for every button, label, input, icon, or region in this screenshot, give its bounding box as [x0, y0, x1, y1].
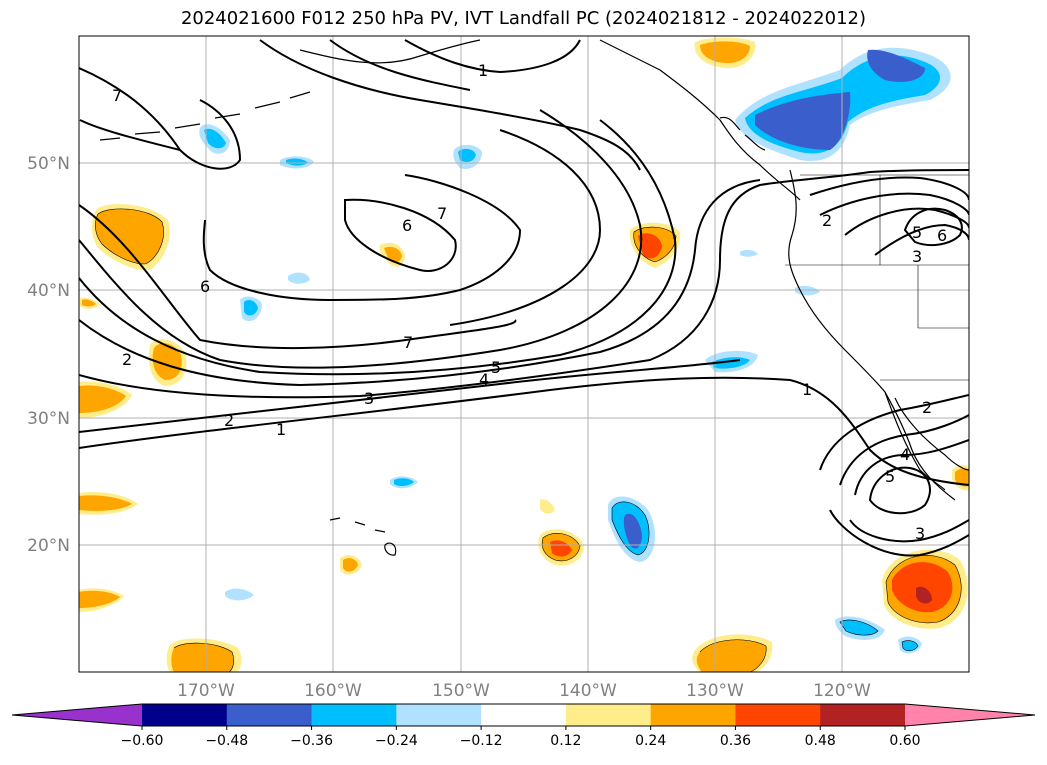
- colorbar-swatch: [735, 704, 821, 726]
- colorbar-swatch: [820, 704, 906, 726]
- ivt-shading: [79, 37, 969, 672]
- contour-label: 7: [112, 86, 122, 105]
- figure-title: 2024021600 F012 250 hPa PV, IVT Landfall…: [180, 8, 867, 29]
- political-borders: [785, 174, 969, 381]
- colorbar-swatch: [226, 704, 313, 726]
- contour-label: 4: [900, 445, 910, 464]
- contour-label: 2: [122, 350, 132, 369]
- colorbar-tick-label: −0.48: [205, 733, 248, 749]
- contour-label: 2: [224, 411, 234, 430]
- colorbar-tick-label: 0.60: [889, 733, 920, 749]
- colorbar-swatch: [650, 704, 736, 726]
- contour-label: 1: [276, 420, 286, 439]
- colorbar-swatch: [396, 704, 482, 726]
- pv-contours: [79, 39, 969, 557]
- lon-label: 170°W: [177, 681, 235, 701]
- colorbar-swatch: [311, 704, 397, 726]
- colorbar-tick-label: 0.12: [550, 733, 581, 749]
- colorbar-tick-label: 0.48: [805, 733, 836, 749]
- colorbar-extend-low: [12, 704, 142, 726]
- contour-label: 5: [885, 467, 895, 486]
- contour-label: 3: [364, 389, 374, 408]
- lon-label: 150°W: [432, 681, 490, 701]
- contour-label: 4: [479, 370, 489, 389]
- contour-label: 1: [478, 61, 488, 80]
- lon-label: 160°W: [304, 681, 362, 701]
- map-border: [78, 35, 970, 673]
- lat-label: 30°N: [27, 409, 70, 429]
- colorbar-tick-label: −0.60: [121, 733, 164, 749]
- colorbar-swatch: [142, 704, 228, 726]
- contour-labels: 7 1 6 7 6 7 2 5 4 3 2 1 2 5 6 3 1 2 4 5 …: [112, 61, 947, 543]
- contour-label: 5: [912, 223, 922, 242]
- lat-label: 20°N: [27, 536, 70, 556]
- lat-label: 50°N: [27, 154, 70, 174]
- colorbar-swatch: [481, 704, 567, 726]
- lon-label: 140°W: [559, 681, 617, 701]
- coastlines: [99, 39, 969, 556]
- colorbar-extend-high: [905, 704, 1035, 726]
- colorbar-tick-label: −0.12: [460, 733, 503, 749]
- colorbar: −0.60 −0.48 −0.36 −0.24 −0.12 0.12 0.24 0.36 0.4…: [11, 703, 1036, 749]
- contour-label: 6: [200, 277, 210, 296]
- contour-label: 2: [922, 398, 932, 417]
- lat-label: 40°N: [27, 281, 70, 301]
- contour-label: 6: [937, 226, 947, 245]
- contour-label: 1: [802, 380, 812, 399]
- contour-label: 3: [912, 247, 922, 266]
- contour-label: 7: [403, 333, 413, 352]
- shading-outlines: [95, 208, 962, 672]
- contour-label: 3: [915, 524, 925, 543]
- contour-label: 5: [491, 358, 501, 377]
- colorbar-tick-label: −0.24: [375, 733, 418, 749]
- longitude-labels: 170°W 160°W 150°W 140°W 130°W 120°W: [177, 681, 871, 701]
- contour-label: 2: [822, 211, 832, 230]
- contour-label: 6: [402, 216, 412, 235]
- colorbar-tick-label: 0.36: [720, 733, 751, 749]
- colorbar-swatch: [565, 704, 652, 726]
- contour-label: 7: [437, 204, 447, 223]
- lon-label: 120°W: [813, 681, 871, 701]
- colorbar-tick-label: −0.36: [290, 733, 333, 749]
- colorbar-tick-label: 0.24: [635, 733, 666, 749]
- latitude-labels: 50°N 40°N 30°N 20°N: [27, 154, 70, 556]
- lon-label: 130°W: [686, 681, 744, 701]
